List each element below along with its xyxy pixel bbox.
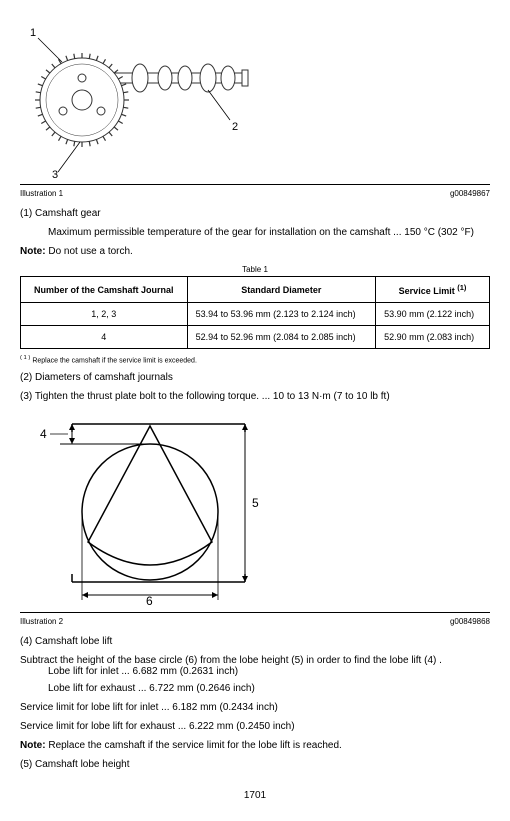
table-header-row: Number of the Camshaft Journal Standard … [21,277,490,303]
section-4-heading: (4) Camshaft lobe lift [20,636,490,647]
lobe-lift-inlet: Lobe lift for inlet ... 6.682 mm (0.2631… [20,666,490,677]
section-4-note: Note: Replace the camshaft if the servic… [20,740,490,751]
cam-lobe-diagram: 4 5 6 [20,410,280,605]
cell-std: 53.94 to 53.96 mm (2.123 to 2.124 inch) [187,303,375,326]
cell-limit: 52.90 mm (2.083 inch) [376,326,490,349]
table-1: Table 1 Number of the Camshaft Journal S… [20,265,490,349]
illustration-2: 4 5 6 [20,410,490,608]
table-row: 4 52.94 to 52.96 mm (2.084 to 2.085 inch… [21,326,490,349]
callout-6: 6 [146,594,153,605]
service-limit-inlet: Service limit for lobe lift for inlet ..… [20,702,490,713]
illus2-label: Illustration 2 [20,617,63,626]
callout-3: 3 [52,169,58,180]
section-1-text: Maximum permissible temperature of the g… [20,227,490,238]
note-text: Do not use a torch. [46,246,133,257]
th-std: Standard Diameter [187,277,375,303]
camshaft-diagram: 1 2 3 [20,20,280,180]
cell-journal: 4 [21,326,188,349]
page-number: 1701 [20,790,490,801]
illustration-1: 1 2 3 [20,20,490,180]
divider [20,612,490,613]
section-3: (3) Tighten the thrust plate bolt to the… [20,391,490,402]
callout-5: 5 [252,496,259,510]
callout-4: 4 [40,427,47,441]
divider [20,184,490,185]
th-journal: Number of the Camshaft Journal [21,277,188,303]
table-1-footnote: ( 1 ) Replace the camshaft if the servic… [20,355,490,364]
camshaft-journal-table: Number of the Camshaft Journal Standard … [20,276,490,349]
cell-limit: 53.90 mm (2.122 inch) [376,303,490,326]
callout-1: 1 [30,27,36,39]
section-4-intro: Subtract the height of the base circle (… [20,655,490,666]
section-1-heading: (1) Camshaft gear [20,208,490,219]
illus1-caption: Illustration 1 g00849867 [20,189,490,198]
section-2: (2) Diameters of camshaft journals [20,372,490,383]
note-label: Note: [20,740,46,751]
illus2-code: g00849868 [450,617,490,626]
table-row: 1, 2, 3 53.94 to 53.96 mm (2.123 to 2.12… [21,303,490,326]
illus1-label: Illustration 1 [20,189,63,198]
callout-2: 2 [232,121,238,133]
lobe-lift-exhaust: Lobe lift for exhaust ... 6.722 mm (0.26… [20,683,490,694]
section-5: (5) Camshaft lobe height [20,759,490,770]
note-label: Note: [20,246,46,257]
illus1-code: g00849867 [450,189,490,198]
cell-journal: 1, 2, 3 [21,303,188,326]
th-limit: Service Limit (1) [376,277,490,303]
table-1-caption: Table 1 [20,265,490,274]
section-1-note: Note: Do not use a torch. [20,246,490,257]
service-limit-exhaust: Service limit for lobe lift for exhaust … [20,721,490,732]
note-text: Replace the camshaft if the service limi… [46,740,342,751]
illus2-caption: Illustration 2 g00849868 [20,617,490,626]
cell-std: 52.94 to 52.96 mm (2.084 to 2.085 inch) [187,326,375,349]
